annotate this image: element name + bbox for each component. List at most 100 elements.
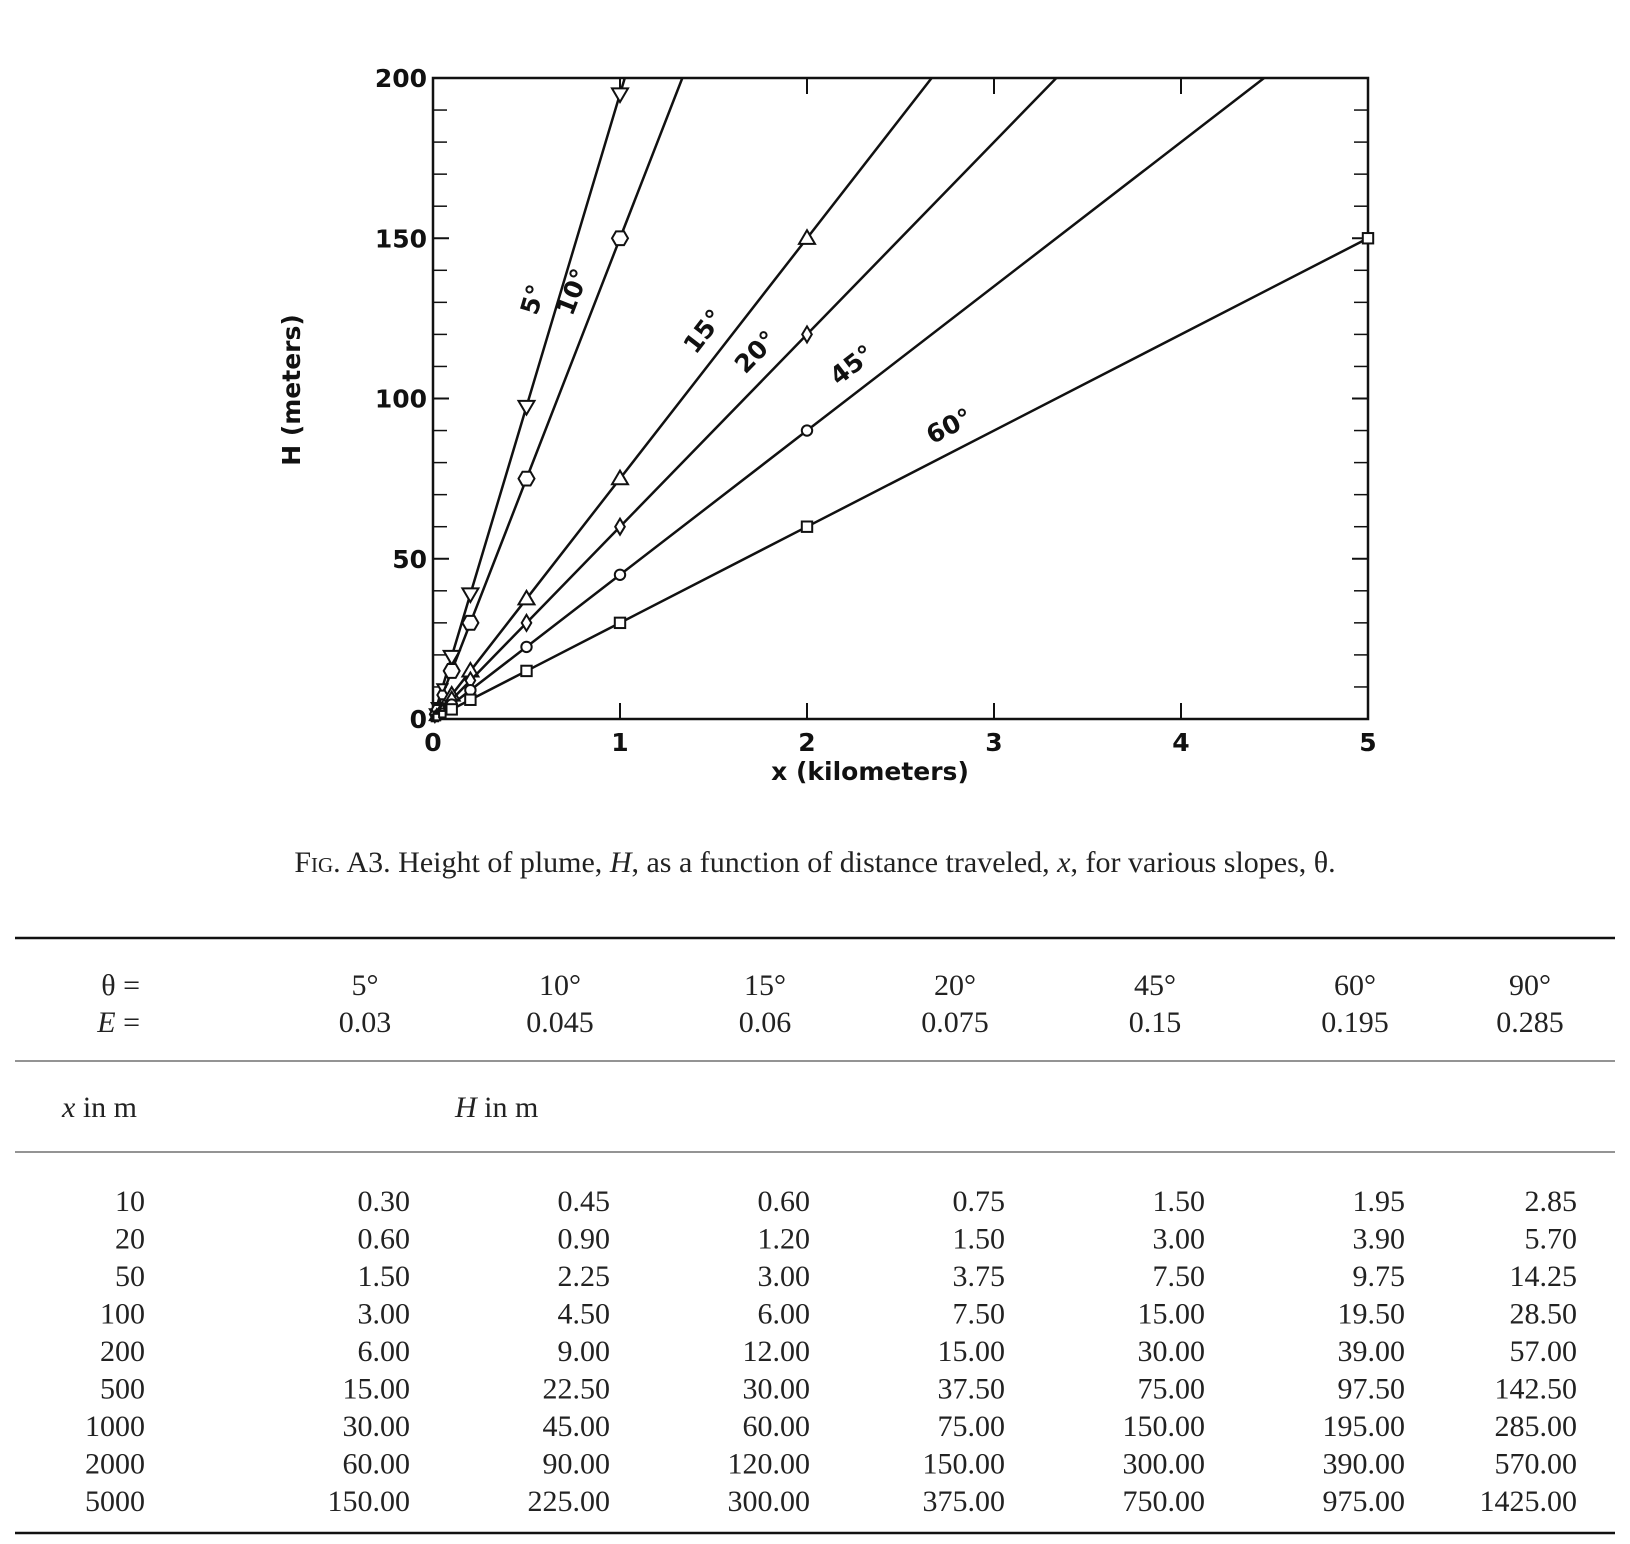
table-cell: 390.00 xyxy=(1323,1448,1406,1481)
point-marker xyxy=(517,470,536,487)
h-unit: in m xyxy=(484,1091,538,1124)
table-cell: 14.25 xyxy=(1510,1260,1578,1293)
table-cell: 0.60 xyxy=(358,1223,411,1256)
table-cell: 0.90 xyxy=(558,1223,611,1256)
row-header: 10 xyxy=(115,1185,145,1218)
plot-frame xyxy=(431,76,1370,721)
row-header: 5000 xyxy=(85,1485,145,1518)
theta-value: 60° xyxy=(1334,969,1376,1002)
table-cell: 22.50 xyxy=(543,1373,611,1406)
point-marker xyxy=(461,614,480,631)
line-extension xyxy=(806,78,1058,336)
x-tick-label: 4 xyxy=(1172,728,1189,757)
table-cell: 3.00 xyxy=(358,1298,411,1331)
e-value: 0.03 xyxy=(339,1006,392,1039)
table-cell: 6.00 xyxy=(358,1335,411,1368)
table-cell: 30.00 xyxy=(1138,1335,1206,1368)
caption-part: H xyxy=(609,846,634,879)
table-cell: 0.75 xyxy=(953,1185,1006,1218)
table-cell: 142.50 xyxy=(1495,1373,1578,1406)
table-cell: 1.95 xyxy=(1353,1185,1406,1218)
point-marker xyxy=(520,612,533,633)
table-cell: 97.50 xyxy=(1338,1373,1406,1406)
table-cell: 9.75 xyxy=(1353,1260,1406,1293)
table-cell: 225.00 xyxy=(528,1485,611,1518)
table-cell: 39.00 xyxy=(1338,1335,1406,1368)
table-cell: 90.00 xyxy=(543,1448,611,1481)
point-marker xyxy=(614,516,626,537)
table-cell: 120.00 xyxy=(728,1448,811,1481)
theta-value: 15° xyxy=(744,969,786,1002)
x-label: x in m xyxy=(61,1091,137,1124)
row-header: 1000 xyxy=(85,1410,145,1443)
series-label: 10° xyxy=(551,265,595,320)
table-cell: 2.25 xyxy=(558,1260,611,1293)
e-value: 0.045 xyxy=(526,1006,594,1039)
x-unit: in m xyxy=(83,1091,137,1124)
row-header: 200 xyxy=(100,1335,145,1368)
theta-value: 5° xyxy=(352,969,379,1002)
table-cell: 195.00 xyxy=(1323,1410,1406,1443)
point-marker xyxy=(797,228,817,245)
point-marker xyxy=(438,709,447,719)
point-marker xyxy=(610,468,630,486)
point-marker xyxy=(1361,232,1375,245)
y-axis-label: H (meters) xyxy=(277,314,306,466)
table-cell: 7.50 xyxy=(953,1298,1006,1331)
line-extension xyxy=(618,78,684,239)
x-tick-label: 1 xyxy=(611,728,628,757)
y-tick-label: 50 xyxy=(392,545,427,574)
point-marker xyxy=(610,87,630,104)
e-value: 0.195 xyxy=(1321,1006,1389,1039)
table-cell: 3.00 xyxy=(758,1260,811,1293)
series-label: 45° xyxy=(824,339,879,391)
table-cell: 3.75 xyxy=(953,1260,1006,1293)
table-cell: 1.50 xyxy=(358,1260,411,1293)
table-cell: 5.70 xyxy=(1525,1223,1578,1256)
table-cell: 1425.00 xyxy=(1480,1485,1578,1518)
e-value: 0.075 xyxy=(921,1006,989,1039)
table-cell: 15.00 xyxy=(1138,1298,1206,1331)
point-marker xyxy=(442,662,461,679)
table-cell: 150.00 xyxy=(923,1448,1006,1481)
e-symbol: E xyxy=(96,1006,115,1039)
point-marker xyxy=(520,640,533,654)
table-cell: 1.20 xyxy=(758,1223,811,1256)
table-cell: 0.30 xyxy=(358,1185,411,1218)
table-cell: 75.00 xyxy=(1138,1373,1206,1406)
table-cell: 12.00 xyxy=(743,1335,811,1368)
row-header: 50 xyxy=(115,1260,145,1293)
x-symbol: x xyxy=(61,1091,76,1124)
point-marker xyxy=(520,664,533,678)
row-header: 100 xyxy=(100,1298,145,1331)
point-marker xyxy=(613,568,627,581)
e-equals: = xyxy=(123,1006,140,1039)
e-value: 0.15 xyxy=(1129,1006,1182,1039)
table-cell: 28.50 xyxy=(1510,1298,1578,1331)
table-cell: 570.00 xyxy=(1495,1448,1578,1481)
x-tick-label: 5 xyxy=(1359,728,1376,757)
point-marker xyxy=(800,520,814,533)
x-tick-label: 0 xyxy=(424,728,441,757)
table-cell: 300.00 xyxy=(728,1485,811,1518)
table-cell: 4.50 xyxy=(558,1298,611,1331)
table-cell: 3.00 xyxy=(1153,1223,1206,1256)
theta-value: 20° xyxy=(934,969,976,1002)
table-cell: 2.85 xyxy=(1525,1185,1578,1218)
table-cell: 0.60 xyxy=(758,1185,811,1218)
table-cell: 7.50 xyxy=(1153,1260,1206,1293)
point-marker xyxy=(610,230,630,247)
theta-label: θ = xyxy=(101,969,140,1002)
table-cell: 150.00 xyxy=(328,1485,411,1518)
table-cell: 285.00 xyxy=(1495,1410,1578,1443)
series-label: 15° xyxy=(678,304,730,359)
x-axis-label: x (kilometers) xyxy=(771,757,969,786)
table-cell: 15.00 xyxy=(938,1335,1006,1368)
row-header: 2000 xyxy=(85,1448,145,1481)
caption-part: , as a function of distance traveled, xyxy=(631,846,1057,879)
table-cell: 57.00 xyxy=(1510,1335,1578,1368)
e-value: 0.06 xyxy=(739,1006,792,1039)
caption: Fig. A3. Height of plume, H, as a functi… xyxy=(294,846,1335,879)
y-tick-label: 150 xyxy=(375,224,427,253)
series-label: 5° xyxy=(515,281,551,318)
